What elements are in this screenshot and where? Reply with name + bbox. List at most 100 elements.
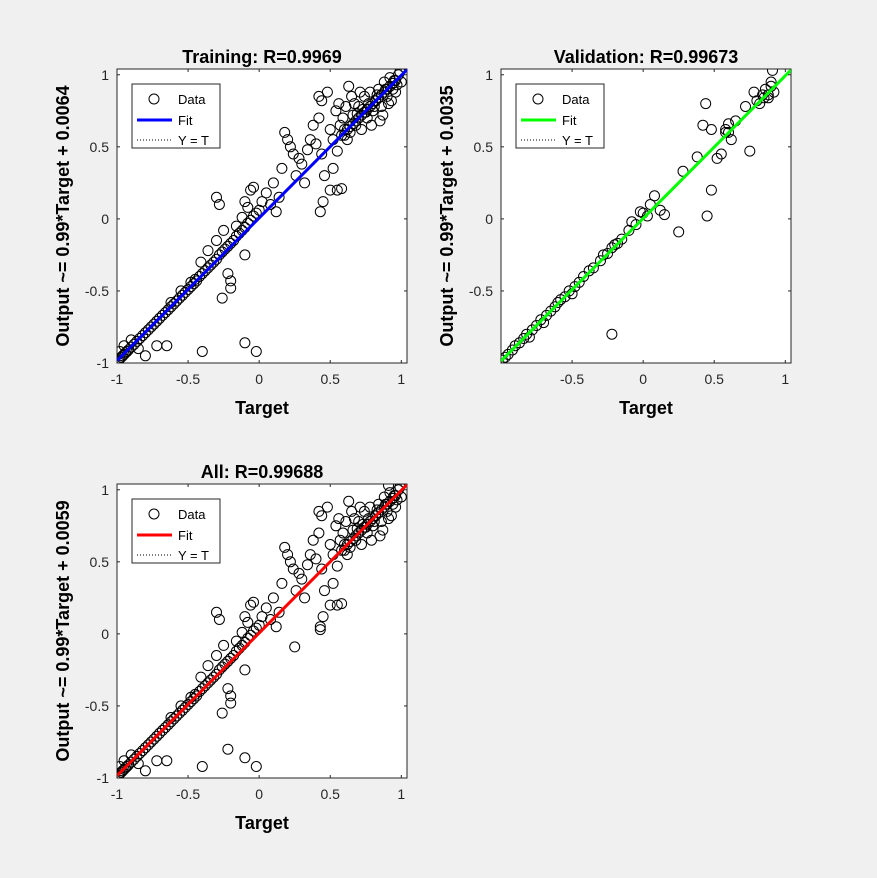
data-point <box>346 90 358 102</box>
data-point <box>230 220 242 232</box>
data-point <box>331 599 343 611</box>
data-point <box>202 660 214 672</box>
plot-content <box>117 484 407 778</box>
data-point <box>125 756 137 768</box>
data-point <box>314 621 326 633</box>
data-point <box>137 330 149 342</box>
data-point <box>350 115 362 127</box>
x-tick-label: 0.5 <box>321 371 341 387</box>
data-point <box>222 743 234 755</box>
data-point <box>321 501 333 513</box>
data-point <box>299 177 311 189</box>
data-point <box>659 209 670 221</box>
data-point <box>157 309 168 321</box>
data-point <box>171 295 183 307</box>
legend-identity-label: Y = T <box>562 133 593 148</box>
y-tick-label: 1 <box>101 482 109 498</box>
data-point <box>336 598 348 610</box>
data-point <box>154 727 166 739</box>
data-point <box>378 501 390 513</box>
data-point <box>211 191 222 203</box>
data-point <box>535 314 547 326</box>
plot-training: -1 -0.5 0 0.5 1 -1 -0.5 0 0.5 1 Training: R=0.9969… <box>53 47 408 418</box>
fit-line <box>117 69 407 362</box>
data-point <box>279 541 291 553</box>
data-point <box>563 285 575 297</box>
legend: Data Fit Y = T <box>131 83 221 149</box>
x-tick-label: 0 <box>255 786 263 802</box>
data-point <box>327 577 339 589</box>
data-point <box>377 109 389 121</box>
data-point <box>120 762 131 774</box>
data-point <box>715 148 727 160</box>
data-point <box>142 324 154 336</box>
data-point <box>384 495 396 507</box>
data-point <box>145 736 157 748</box>
data-point <box>324 124 336 135</box>
data-point <box>293 152 305 164</box>
data-point <box>208 671 220 683</box>
data-point <box>199 680 211 692</box>
data-point <box>245 184 257 196</box>
data-point <box>340 101 352 112</box>
x-axis-label: Target <box>235 398 289 418</box>
data-point <box>265 614 276 625</box>
data-point <box>174 707 185 719</box>
data-point <box>176 704 188 716</box>
data-point <box>151 315 163 327</box>
data-point <box>132 758 144 770</box>
data-point <box>211 235 222 246</box>
data-point <box>239 611 251 623</box>
data-point <box>649 190 660 202</box>
legend-box <box>131 83 221 149</box>
data-point <box>250 207 262 219</box>
data-point <box>343 495 355 507</box>
plot-title: Validation: R=0.99673 <box>554 47 739 67</box>
data-point <box>356 109 367 121</box>
data-point <box>361 103 373 115</box>
data-point <box>331 560 343 572</box>
data-point <box>182 699 194 710</box>
data-point <box>612 237 624 249</box>
legend-box <box>131 498 221 564</box>
y-tick-label: 0 <box>101 626 109 642</box>
data-point <box>700 98 712 110</box>
data-point <box>327 162 339 174</box>
data-point <box>358 521 370 533</box>
data-point <box>317 611 329 623</box>
data-point <box>606 328 618 340</box>
data-point <box>310 138 322 150</box>
data-point <box>250 761 262 772</box>
data-point <box>387 492 399 504</box>
data-point <box>356 124 367 135</box>
data-point <box>216 292 228 304</box>
data-point <box>121 761 133 772</box>
data-point <box>174 292 185 304</box>
plot-title: All: R=0.99688 <box>201 462 324 482</box>
data-point <box>239 196 251 208</box>
data-point <box>711 152 723 164</box>
data-point <box>350 530 362 542</box>
data-point <box>344 536 356 548</box>
data-point <box>154 312 166 324</box>
y-tick-label: 0 <box>485 211 493 227</box>
data-point <box>137 745 149 757</box>
legend-data-label: Data <box>178 507 206 522</box>
data-point <box>339 124 350 135</box>
y-tick-label: 0.5 <box>474 139 494 155</box>
data-point <box>248 596 259 608</box>
data-point <box>299 592 311 604</box>
data-point <box>578 271 589 282</box>
data-point <box>364 516 376 527</box>
data-point <box>514 337 525 349</box>
data-point <box>117 769 124 778</box>
data-point <box>117 768 126 778</box>
data-point <box>189 273 201 285</box>
plot-title: Training: R=0.9969 <box>182 47 342 67</box>
x-tick-label: -0.5 <box>176 371 200 387</box>
data-point <box>641 210 653 222</box>
data-point <box>370 510 382 522</box>
data-point <box>304 549 316 561</box>
data-point <box>390 490 402 501</box>
